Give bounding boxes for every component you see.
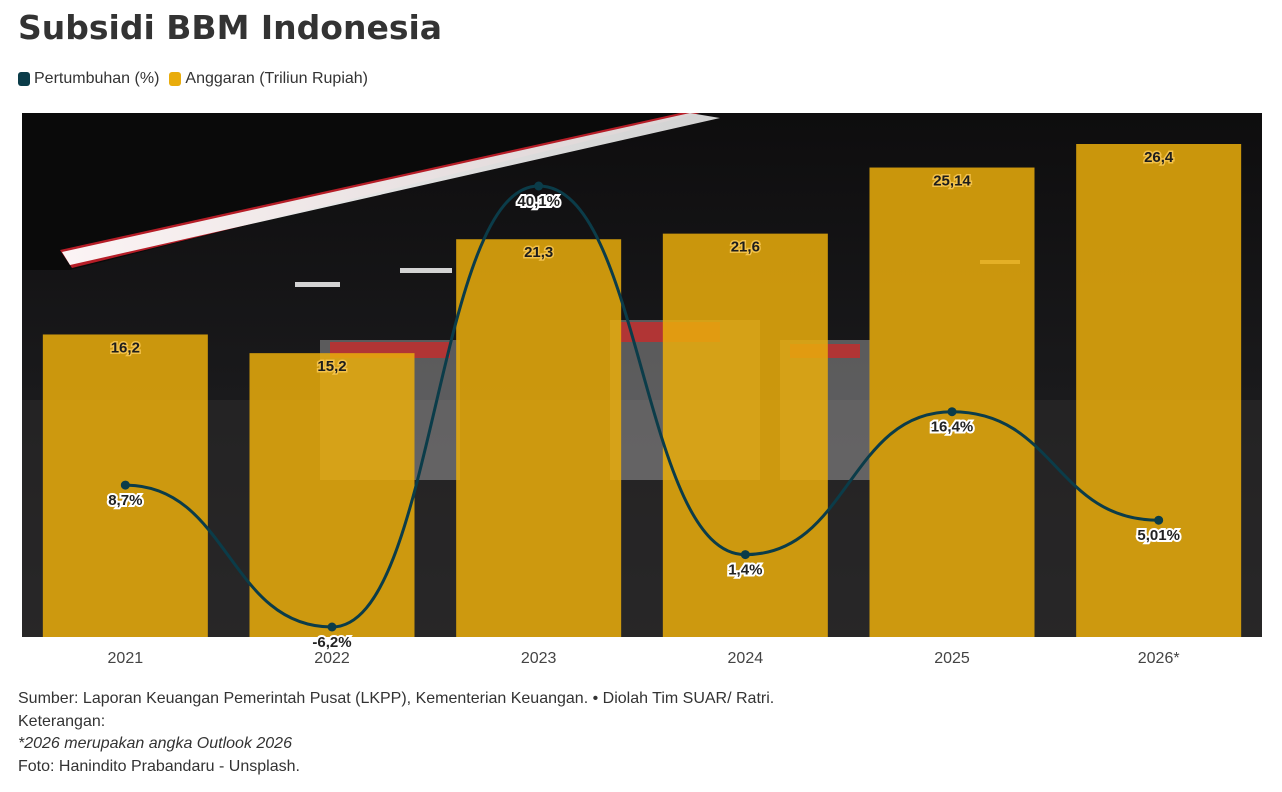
x-tick-label: 2022 xyxy=(314,650,350,667)
legend-swatch-growth xyxy=(18,72,30,86)
growth-value-label: 16,4% xyxy=(931,419,974,436)
bar-2022[interactable] xyxy=(249,353,415,637)
bar-value-label: 25,14 xyxy=(933,173,971,190)
growth-point-2026[interactable] xyxy=(1154,515,1164,525)
chart-area: 16,2 15,2 21,3 21,6 25,14 26,4 8,7% -6,2% 40,1%… xyxy=(0,100,1282,680)
outlook-note: *2026 merupakan angka Outlook 2026 xyxy=(18,735,292,752)
bar-2024[interactable] xyxy=(662,233,828,638)
growth-value-label: 1,4% xyxy=(728,562,762,579)
note-label: Keterangan: xyxy=(18,712,106,730)
growth-value-label: -6,2% xyxy=(312,634,351,651)
footer: Sumber: Laporan Keuangan Pemerintah Pusa… xyxy=(18,688,774,778)
legend: Pertumbuhan (%) Anggaran (Triliun Rupiah… xyxy=(18,70,368,88)
chart-title: Subsidi BBM Indonesia xyxy=(18,8,443,47)
bar-value-label: 16,2 xyxy=(111,339,140,356)
growth-value-label: 40,1% xyxy=(517,193,560,210)
x-tick-label: 2021 xyxy=(108,650,144,667)
photo-credit: Foto: Hanindito Prabandaru - Unsplash. xyxy=(18,757,300,775)
bar-value-label: 15,2 xyxy=(317,358,346,375)
growth-point-2024[interactable] xyxy=(740,550,750,560)
bar-labels: 16,2 15,2 21,3 21,6 25,14 26,4 xyxy=(109,148,1175,377)
x-tick-label: 2026* xyxy=(1138,650,1180,667)
bar-value-label: 21,6 xyxy=(731,239,760,256)
x-tick-label: 2025 xyxy=(934,650,970,667)
bar-2026[interactable] xyxy=(1076,144,1242,637)
source-note: Sumber: Laporan Keuangan Pemerintah Pusa… xyxy=(18,690,775,707)
bar-2023[interactable] xyxy=(456,239,622,637)
line-series xyxy=(120,181,1164,632)
growth-point-2025[interactable] xyxy=(947,407,957,417)
bar-series xyxy=(42,144,1242,638)
growth-point-2021[interactable] xyxy=(120,480,130,490)
x-axis: 2021 2022 2023 2024 2025 2026* xyxy=(108,650,1180,667)
growth-point-2023[interactable] xyxy=(534,181,544,191)
growth-value-label: 8,7% xyxy=(108,492,142,509)
legend-swatch-budget xyxy=(169,72,182,86)
bar-value-label: 21,3 xyxy=(524,244,553,261)
legend-item-growth[interactable]: Pertumbuhan (%) xyxy=(18,70,159,88)
growth-point-2022[interactable] xyxy=(327,622,337,632)
bar-value-label: 26,4 xyxy=(1144,149,1174,166)
legend-label-budget: Anggaran (Triliun Rupiah) xyxy=(185,70,368,87)
line-labels: 8,7% -6,2% 40,1% 1,4% 16,4% 5,01% xyxy=(106,191,1182,653)
x-tick-label: 2024 xyxy=(728,650,764,667)
bar-2025[interactable] xyxy=(869,167,1035,637)
legend-item-budget[interactable]: Anggaran (Triliun Rupiah) xyxy=(169,70,368,88)
growth-value-label: 5,01% xyxy=(1137,527,1180,544)
legend-label-growth: Pertumbuhan (%) xyxy=(34,70,160,87)
chart-svg: 16,2 15,2 21,3 21,6 25,14 26,4 8,7% -6,2% 40,1%… xyxy=(22,113,1262,667)
x-tick-label: 2023 xyxy=(521,650,557,667)
